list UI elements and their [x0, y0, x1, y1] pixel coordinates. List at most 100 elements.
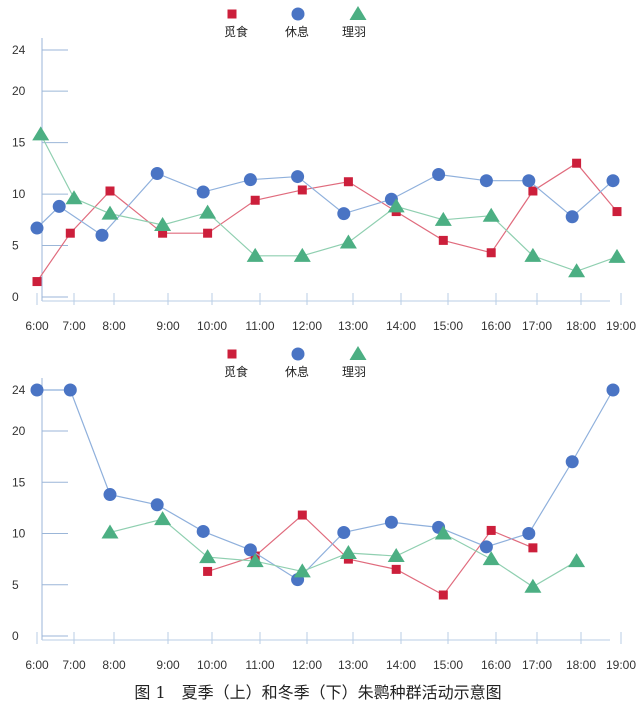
y-tick-label: 5	[12, 239, 19, 253]
data-point	[293, 247, 311, 262]
data-point	[528, 543, 538, 553]
data-point	[565, 455, 579, 469]
data-point	[434, 211, 452, 226]
x-tick-label: 8:00	[102, 658, 126, 672]
x-tick-label: 18:00	[566, 319, 596, 333]
data-point	[101, 205, 119, 220]
data-point	[432, 168, 446, 182]
data-point	[291, 170, 305, 184]
data-point	[154, 216, 172, 231]
x-tick-label: 11:00	[245, 319, 274, 333]
data-point	[391, 564, 401, 574]
data-point	[608, 248, 626, 263]
x-tick-label: 14:00	[386, 319, 416, 333]
y-tick-label: 10	[12, 527, 26, 541]
data-point	[293, 563, 311, 578]
data-point	[250, 195, 260, 205]
x-tick-label: 6:00	[25, 658, 49, 672]
chart-2: 觅食 休息 理羽 0 5 10 15 20 24 6:00 7:00 8:00 9:00 10:00 11:…	[12, 346, 636, 672]
data-point	[438, 590, 448, 600]
series-1	[32, 158, 622, 287]
data-point	[438, 235, 448, 245]
data-point	[572, 158, 582, 168]
data-point	[524, 247, 542, 262]
x-tick-label: 13:00	[338, 658, 368, 672]
legend-marker-1	[227, 9, 237, 19]
x-tick-label: 10:00	[197, 658, 227, 672]
x-tick-label: 10:00	[197, 319, 227, 333]
data-point	[339, 234, 357, 249]
legend-label: 休息	[285, 364, 309, 379]
data-point	[482, 207, 500, 222]
legend-marker-1	[227, 349, 237, 359]
data-point	[565, 210, 579, 224]
legend-label: 理羽	[342, 365, 366, 379]
chart-1: 觅食 休息 理羽 0 5 10 15 20 24 6:00 7:00 8:00 9:00 10:00 11:…	[12, 6, 636, 333]
data-point	[606, 174, 620, 188]
data-point	[524, 578, 542, 593]
data-point	[243, 543, 257, 557]
data-point	[384, 515, 398, 529]
data-point	[479, 174, 493, 188]
x-tick-label: 18:00	[566, 658, 596, 672]
data-point	[568, 553, 586, 568]
data-point	[101, 524, 119, 539]
data-point	[65, 190, 83, 205]
x-tick-label: 15:00	[433, 658, 463, 672]
data-point	[196, 524, 210, 538]
data-point	[246, 553, 264, 568]
data-point	[243, 173, 257, 187]
x-tick-label: 14:00	[386, 658, 416, 672]
data-point	[105, 186, 115, 196]
data-point	[387, 548, 405, 563]
data-point	[479, 540, 493, 554]
x-tick-label: 15:00	[433, 319, 463, 333]
legend: 觅食 休息 理羽	[224, 6, 367, 39]
x-tick-label: 17:00	[522, 658, 552, 672]
y-tick-label: 24	[12, 383, 26, 397]
data-point	[246, 247, 264, 262]
data-point	[297, 510, 307, 520]
y-tick-label: 0	[12, 290, 19, 304]
x-tick-label: 13:00	[338, 319, 368, 333]
series-line	[36, 172, 614, 237]
data-point	[522, 527, 536, 540]
x-tick-label: 19:00	[606, 319, 636, 333]
x-tick-label: 12:00	[292, 319, 322, 333]
data-point	[30, 383, 44, 397]
data-point	[103, 488, 117, 502]
x-tick-label: 16:00	[481, 658, 511, 672]
y-tick-label: 10	[12, 187, 26, 201]
series-line	[40, 134, 618, 272]
series-3	[101, 511, 586, 593]
x-tick-label: 7:00	[62, 658, 86, 672]
y-tick-label: 20	[12, 424, 26, 438]
data-point	[95, 228, 109, 242]
data-point	[486, 525, 496, 535]
x-tick-label: 8:00	[102, 319, 126, 333]
y-tick-label: 20	[12, 84, 26, 98]
legend-marker-2	[291, 347, 305, 361]
y-tick-label: 24	[12, 43, 26, 57]
x-tick-label: 11:00	[245, 658, 274, 672]
data-point	[434, 525, 452, 540]
data-point	[65, 228, 75, 238]
legend-label: 理羽	[342, 25, 366, 39]
legend-marker-3	[349, 6, 367, 20]
legend-marker-2	[291, 7, 305, 21]
series-2	[30, 383, 620, 587]
data-point	[150, 498, 164, 512]
data-point	[387, 198, 405, 213]
data-point	[486, 248, 496, 258]
data-point	[32, 277, 42, 287]
data-point	[337, 207, 351, 221]
data-point	[158, 228, 168, 238]
data-point	[52, 199, 66, 213]
data-point	[32, 126, 50, 141]
data-point	[568, 263, 586, 278]
data-point	[528, 186, 538, 196]
data-point	[199, 549, 217, 564]
data-point	[30, 221, 44, 235]
x-tick-label: 17:00	[522, 319, 552, 333]
series-line	[36, 162, 618, 282]
